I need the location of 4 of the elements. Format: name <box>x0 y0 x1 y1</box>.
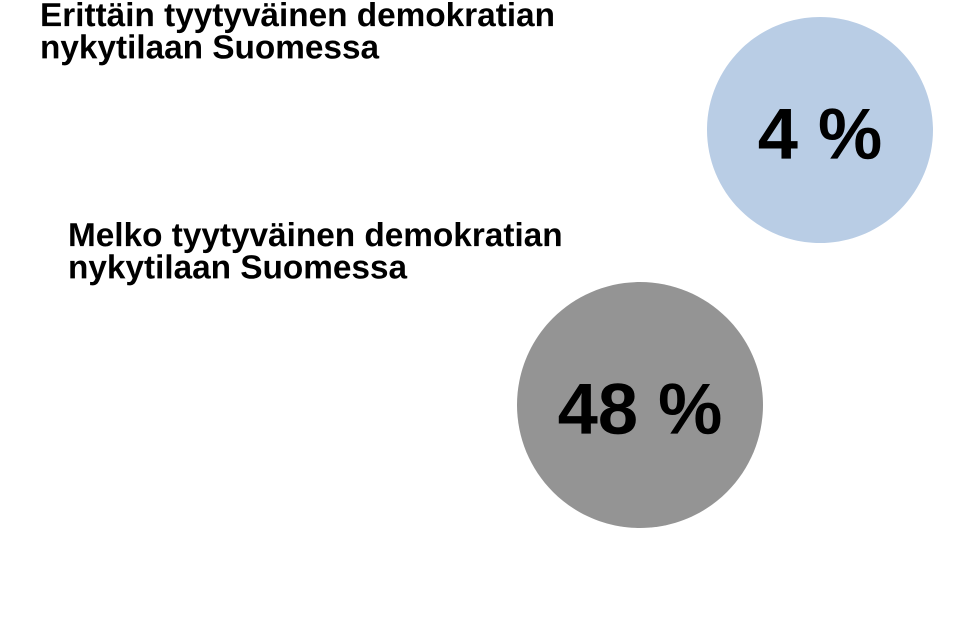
category-label: Melko tyytyväinen demokratian nykytilaan Suomessa <box>70 222 561 286</box>
data-label: 4 % <box>758 108 880 160</box>
category-label: Erittäin tyytyväinen demokratian nykytilaan Suomessa <box>42 2 553 66</box>
data-label: 48 % <box>558 383 720 434</box>
